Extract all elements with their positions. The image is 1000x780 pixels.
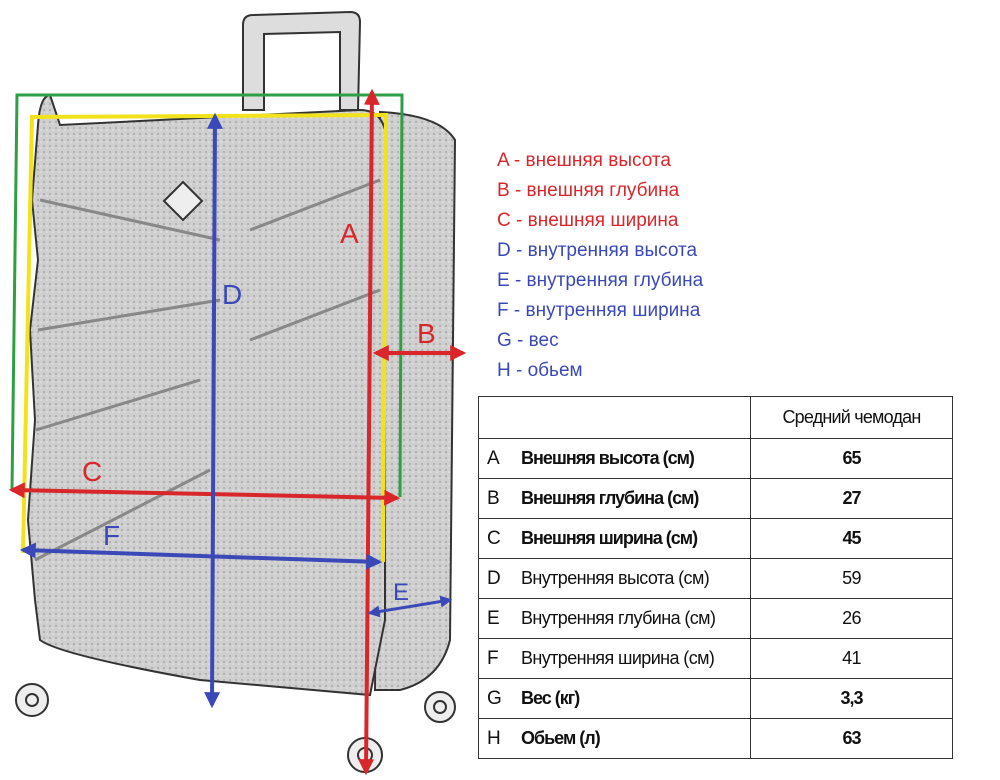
logo-badge: [162, 180, 204, 222]
row-label: Обьем (л): [521, 727, 601, 748]
row-letter: H: [487, 727, 501, 749]
table-row: G Вес (кг) 3,3: [478, 678, 953, 719]
suitcase-body: [26, 93, 386, 697]
label-e: E: [393, 579, 409, 606]
row-value: 3,3: [750, 678, 953, 719]
row-label: Внешняя глубина (см): [521, 487, 699, 508]
table-row: D Внутренняя высота (см) 59: [478, 558, 953, 599]
table-row: F Внутренняя ширина (см) 41: [478, 638, 953, 679]
suitcase-diagram: A B C D E F: [8, 10, 467, 776]
row-label: Внутренняя глубина (см): [521, 607, 716, 628]
row-label: Внешняя высота (см): [521, 447, 695, 468]
row-value: 41: [750, 638, 953, 679]
row-letter: F: [487, 647, 499, 669]
row-letter: C: [487, 527, 501, 549]
legend-item: F - внутренняя ширина: [497, 300, 701, 321]
label-c: C: [82, 456, 102, 487]
row-letter: B: [487, 487, 500, 509]
label-b: B: [417, 318, 436, 349]
label-f: F: [103, 520, 120, 551]
label-d: D: [222, 279, 242, 310]
table-row: A Внешняя высота (см) 65: [478, 438, 953, 479]
row-label: Внутренняя высота (см): [521, 567, 710, 588]
table-row: B Внешняя глубина (см) 27: [478, 478, 953, 519]
dimension-d-arrow: [204, 112, 223, 709]
row-label: Вес (кг): [521, 687, 580, 708]
dimension-a-arrow: [358, 88, 380, 776]
outer-frame: [10, 93, 404, 498]
row-letter: D: [487, 567, 501, 589]
legend: A - внешняя высота B - внешняя глубина C -…: [497, 148, 703, 388]
row-value: 59: [750, 558, 953, 599]
row-letter: E: [487, 607, 500, 629]
row-value: 26: [750, 598, 953, 639]
legend-item: D - внутренняя высота: [497, 240, 698, 261]
column-header: Средний чемодан: [750, 396, 953, 439]
legend-item: E - внутренняя глубина: [497, 270, 704, 291]
wheels: [15, 683, 456, 773]
dimension-f-arrow: [19, 542, 383, 570]
table-row: H Обьем (л) 63: [478, 718, 953, 759]
legend-item: C - внешняя ширина: [497, 210, 679, 231]
row-label: Внутренняя ширина (см): [521, 647, 715, 668]
header-empty: [478, 396, 751, 439]
legend-item: B - внешняя глубина: [497, 180, 680, 201]
legend-item: H - обьем: [497, 360, 583, 381]
row-value: 45: [750, 518, 953, 559]
row-value: 63: [750, 718, 953, 759]
legend-item: G - вес: [497, 330, 559, 351]
label-a: A: [340, 218, 359, 249]
table-row: E Внутренняя глубина (см) 26: [478, 598, 953, 639]
row-value: 65: [750, 438, 953, 479]
row-letter: G: [487, 687, 502, 709]
row-value: 27: [750, 478, 953, 519]
legend-item: A - внешняя высота: [497, 150, 671, 171]
table-row: C Внешняя ширина (см) 45: [478, 518, 953, 559]
suitcase-side: [373, 110, 457, 691]
dimensions-table: Средний чемодан A Внешняя высота (см) 65 B В…: [478, 396, 953, 759]
row-letter: A: [487, 447, 500, 469]
dimension-e-arrow: [367, 595, 453, 618]
row-label: Внешняя ширина (см): [521, 527, 698, 548]
